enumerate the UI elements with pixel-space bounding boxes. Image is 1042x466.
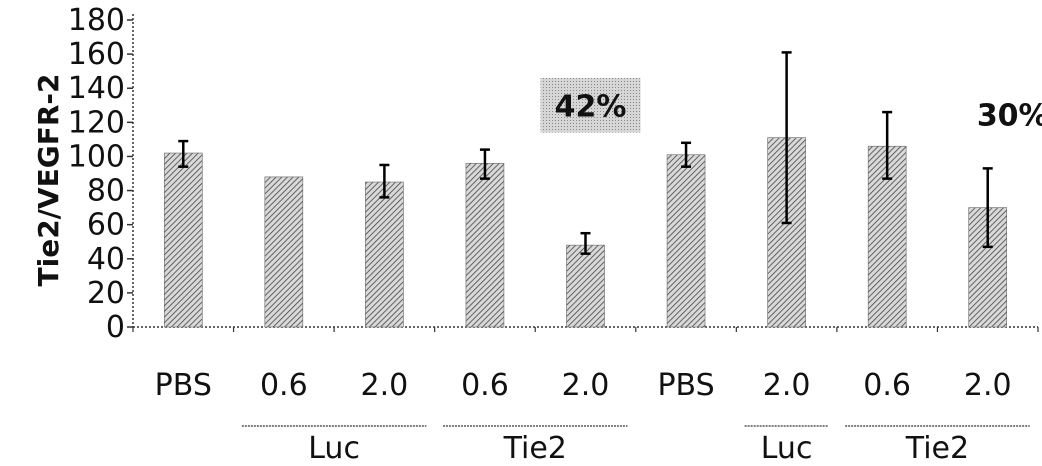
category-label: 2.0 — [562, 368, 610, 403]
group-label: Luc — [761, 431, 813, 466]
y-axis-label: Tie2/VEGFR-2 — [32, 74, 65, 287]
y-tick-label: 80 — [87, 174, 125, 209]
category-label: PBS — [155, 368, 212, 403]
y-tick-label: 20 — [87, 276, 125, 311]
bars — [163, 137, 1008, 328]
bar — [566, 244, 605, 328]
group-label: Tie2 — [503, 431, 567, 466]
y-tick-label: 60 — [87, 208, 125, 243]
bar — [465, 162, 505, 328]
bar — [163, 152, 203, 328]
group-labels: Luc Tie2 Luc Tie2 — [241, 425, 1030, 466]
bar — [365, 181, 404, 328]
y-tick-label: 100 — [68, 139, 125, 174]
annotation-label: 42% — [555, 89, 627, 124]
category-labels: PBS 0.6 2.0 0.6 2.0 PBS 2.0 0.6 2.0 — [155, 368, 1012, 403]
bar — [666, 154, 706, 328]
annotations: 42% 30% — [540, 77, 1042, 134]
category-label: 2.0 — [361, 368, 409, 403]
y-tick-label: 180 — [68, 3, 125, 38]
category-label: 2.0 — [763, 368, 811, 403]
y-tick-label: 0 — [106, 310, 125, 345]
y-tick-label: 120 — [68, 105, 125, 140]
category-label: 0.6 — [461, 368, 509, 403]
group-label: Tie2 — [905, 431, 969, 466]
y-tick-label: 40 — [87, 242, 125, 277]
category-label: 2.0 — [964, 368, 1012, 403]
bar — [264, 176, 304, 328]
category-label: PBS — [657, 368, 714, 403]
group-label: Luc — [308, 431, 360, 466]
category-label: 0.6 — [863, 368, 911, 403]
y-tick-label: 140 — [68, 71, 125, 106]
category-label: 0.6 — [260, 368, 308, 403]
y-tick-label: 160 — [68, 37, 125, 72]
annotation-label: 30% — [977, 99, 1042, 134]
annotation-highlight — [540, 77, 641, 133]
error-bars — [178, 51, 993, 255]
